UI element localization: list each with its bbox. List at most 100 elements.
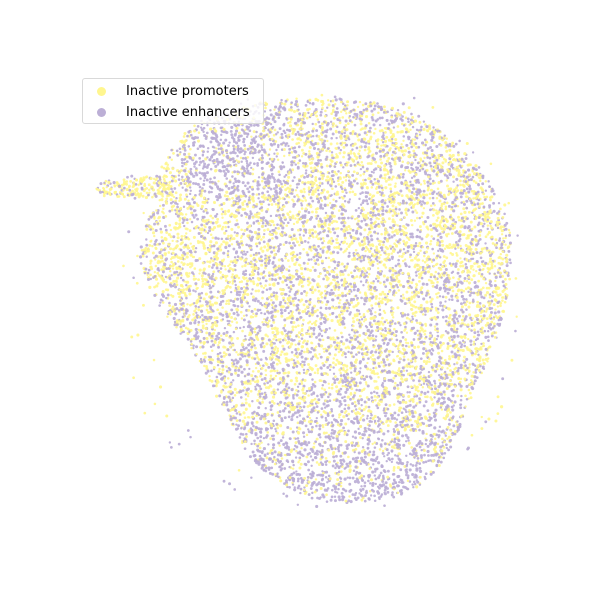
data-point-inactive-enhancer — [372, 463, 375, 466]
data-point-inactive-promoter — [392, 469, 396, 472]
data-point-inactive-enhancer — [379, 108, 383, 112]
data-point-inactive-enhancer — [286, 425, 290, 429]
data-point-inactive-enhancer — [213, 176, 216, 180]
data-point-inactive-enhancer — [409, 253, 412, 257]
data-point-inactive-enhancer — [338, 196, 341, 199]
data-point-inactive-promoter — [246, 382, 250, 385]
data-point-inactive-promoter — [344, 422, 348, 426]
data-point-inactive-enhancer — [389, 309, 393, 313]
data-point-inactive-promoter — [496, 305, 500, 308]
data-point-inactive-enhancer — [402, 485, 405, 489]
data-point-inactive-enhancer — [397, 360, 401, 364]
data-point-inactive-promoter — [444, 233, 449, 237]
data-point-inactive-promoter — [325, 178, 328, 182]
data-point-inactive-enhancer — [312, 329, 316, 332]
data-point-inactive-promoter — [250, 348, 253, 351]
data-point-inactive-enhancer — [297, 298, 300, 302]
data-point-inactive-enhancer — [439, 263, 442, 266]
data-point-inactive-promoter — [449, 369, 452, 372]
data-point-inactive-promoter — [471, 170, 474, 173]
data-point-inactive-enhancer — [214, 164, 218, 168]
data-point-inactive-promoter — [298, 243, 301, 247]
data-point-inactive-enhancer — [252, 424, 255, 428]
data-point-inactive-enhancer — [309, 487, 313, 490]
data-point-inactive-enhancer — [407, 245, 411, 249]
data-point-inactive-enhancer — [259, 439, 262, 443]
data-point-inactive-promoter — [326, 99, 330, 102]
data-point-inactive-enhancer — [382, 432, 386, 436]
data-point-inactive-enhancer — [193, 165, 196, 168]
data-point-inactive-promoter — [291, 467, 295, 470]
data-point-inactive-enhancer — [427, 454, 430, 457]
data-point-inactive-enhancer — [340, 491, 344, 495]
data-point-inactive-promoter — [375, 245, 378, 249]
data-point-inactive-enhancer — [226, 319, 229, 323]
data-point-inactive-promoter — [374, 181, 378, 185]
data-point-inactive-promoter — [374, 302, 378, 306]
data-point-inactive-promoter — [507, 228, 511, 232]
data-point-inactive-enhancer — [458, 314, 461, 318]
data-point-inactive-promoter — [286, 341, 289, 345]
data-point-inactive-promoter — [354, 413, 358, 416]
data-point-inactive-enhancer — [473, 379, 477, 383]
data-point-inactive-promoter — [377, 276, 381, 280]
data-point-inactive-promoter — [218, 367, 221, 371]
data-point-inactive-enhancer — [379, 154, 383, 158]
data-point-inactive-enhancer — [295, 405, 299, 409]
data-point-inactive-enhancer — [206, 147, 210, 150]
data-point-inactive-enhancer — [368, 323, 372, 326]
data-point-inactive-enhancer — [249, 212, 253, 216]
data-point-inactive-enhancer — [433, 418, 438, 422]
data-point-inactive-enhancer — [367, 398, 371, 401]
data-point-inactive-enhancer — [287, 286, 291, 289]
data-point-inactive-enhancer — [288, 290, 292, 293]
data-point-inactive-promoter — [158, 204, 162, 208]
data-point-inactive-promoter — [266, 228, 270, 232]
data-point-inactive-promoter — [468, 363, 472, 366]
data-point-inactive-enhancer — [318, 177, 322, 181]
data-point-inactive-enhancer — [376, 118, 380, 121]
data-point-inactive-enhancer — [427, 370, 431, 374]
data-point-inactive-enhancer — [257, 192, 261, 196]
data-point-inactive-enhancer — [282, 409, 286, 413]
data-point-inactive-promoter — [405, 236, 409, 239]
data-point-inactive-promoter — [263, 317, 266, 321]
data-point-inactive-promoter — [390, 252, 393, 255]
data-point-inactive-enhancer — [173, 187, 177, 190]
data-point-inactive-enhancer — [386, 469, 390, 473]
data-point-inactive-promoter — [267, 135, 270, 138]
data-point-inactive-enhancer — [295, 272, 299, 276]
data-point-inactive-promoter — [197, 131, 201, 134]
data-point-inactive-promoter — [400, 254, 404, 258]
data-point-inactive-promoter — [462, 289, 466, 293]
data-point-inactive-enhancer — [231, 379, 235, 382]
data-point-inactive-enhancer — [386, 490, 390, 494]
data-point-inactive-enhancer — [448, 227, 452, 231]
data-point-inactive-enhancer — [331, 311, 335, 315]
data-point-inactive-promoter — [297, 161, 300, 165]
data-point-inactive-enhancer — [178, 147, 182, 150]
data-point-inactive-promoter — [365, 383, 368, 386]
data-point-inactive-promoter — [333, 353, 337, 357]
data-point-inactive-promoter — [369, 137, 372, 141]
data-point-inactive-promoter — [425, 432, 428, 436]
data-point-inactive-enhancer — [462, 297, 466, 301]
data-point-inactive-enhancer — [405, 186, 409, 190]
data-point-inactive-enhancer — [368, 424, 371, 427]
data-point-inactive-promoter — [309, 173, 313, 177]
data-point-inactive-enhancer — [361, 437, 364, 440]
data-point-inactive-promoter — [224, 334, 228, 337]
data-point-inactive-enhancer — [344, 119, 348, 123]
data-point-inactive-enhancer — [297, 133, 301, 137]
data-point-inactive-enhancer — [246, 250, 249, 254]
data-point-inactive-promoter — [328, 386, 331, 390]
data-point-inactive-enhancer — [245, 423, 249, 427]
data-point-inactive-enhancer — [228, 341, 232, 345]
data-point-inactive-promoter — [171, 305, 175, 309]
data-point-inactive-promoter — [235, 391, 239, 394]
data-point-inactive-promoter — [380, 351, 383, 354]
data-point-inactive-promoter — [198, 257, 202, 261]
data-point-inactive-enhancer — [318, 427, 322, 431]
data-point-inactive-enhancer — [293, 296, 297, 300]
data-point-inactive-enhancer — [320, 415, 324, 419]
